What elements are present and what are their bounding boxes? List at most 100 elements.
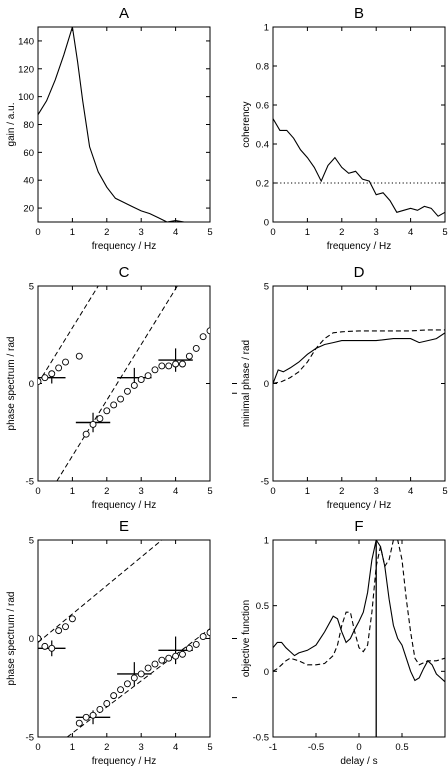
data-point: [199, 633, 207, 640]
y-tick-label: 1: [264, 536, 269, 547]
x-tick-label: 3: [374, 227, 379, 238]
x-tick-label: 2: [339, 486, 344, 497]
x-tick-label: 1: [70, 486, 75, 497]
panel-title-f: F: [354, 518, 363, 535]
data-point: [130, 382, 138, 389]
x-tick-label: 0: [35, 227, 40, 238]
y-tick-label: 20: [23, 204, 34, 215]
series-line-solid: [273, 540, 445, 683]
panel-title-a: A: [119, 5, 129, 22]
plot-frame-d: [272, 285, 446, 482]
data-layer-d: [273, 329, 445, 385]
y-tick-label: 5: [29, 282, 34, 293]
panel-title-d: D: [354, 264, 365, 281]
y-tick-label: 140: [18, 36, 34, 47]
y-tick-label: 120: [18, 64, 34, 75]
x-tick-label: 0: [270, 227, 275, 238]
data-point: [82, 430, 90, 438]
y-tick-label: 1: [264, 23, 269, 34]
x-tick-label: 3: [139, 742, 144, 753]
data-point: [110, 401, 118, 409]
data-point: [165, 362, 173, 370]
x-tick-label: 3: [139, 486, 144, 497]
x-tick-label: 3: [374, 486, 379, 497]
series-line-solid: [273, 332, 445, 384]
panel-title-e: E: [119, 518, 129, 535]
x-tick-label: 4: [173, 486, 178, 497]
y-tick-label: 5: [264, 282, 269, 293]
data-point: [89, 711, 97, 719]
series-line-solid: [273, 118, 445, 217]
data-point: [75, 352, 83, 360]
data-point: [199, 333, 207, 341]
x-tick-label: 5: [207, 742, 212, 753]
y-tick-label: 5: [29, 536, 34, 547]
plot-frame-f: [272, 539, 446, 738]
data-point: [103, 700, 111, 707]
data-point: [48, 370, 56, 378]
x-tick-label: 5: [442, 227, 447, 238]
data-point: [117, 686, 125, 694]
data-point: [82, 713, 90, 721]
x-tick-label: 4: [173, 227, 178, 238]
data-point: [96, 415, 104, 423]
data-point: [144, 664, 152, 672]
y-tick-label: 0.5: [256, 601, 269, 612]
data-point: [123, 387, 131, 395]
data-point: [110, 692, 118, 700]
data-point: [38, 378, 42, 385]
x-tick-label: 0: [35, 742, 40, 753]
x-axis-label-b: frequency / Hz: [327, 241, 391, 252]
data-layer-f: [273, 540, 445, 737]
x-tick-label: 2: [104, 227, 109, 238]
data-point: [192, 640, 200, 648]
series-line-solid: [38, 27, 205, 222]
data-point: [179, 360, 186, 368]
x-tick-label: 0: [356, 742, 361, 753]
x-axis-label-a: frequency / Hz: [92, 241, 156, 252]
y-tick-label: 0: [29, 634, 34, 645]
x-tick-label: 1: [70, 227, 75, 238]
data-point: [179, 650, 186, 658]
data-point: [96, 705, 104, 713]
data-point: [172, 360, 180, 368]
y-tick-label: -5: [261, 477, 269, 488]
y-axis-label-e: phase spectrum / rad: [6, 592, 17, 686]
data-layer-b: [273, 118, 445, 217]
data-point: [55, 364, 63, 372]
x-tick-label: 1: [70, 742, 75, 753]
data-point: [48, 644, 56, 652]
y-tick-label: 0: [264, 667, 269, 678]
panel-a: A 0 1 2 3 4 5 20 40 60 80 100 120 140 frequency / Hz ga…: [6, 5, 213, 252]
data-point: [123, 680, 131, 688]
data-layer-c: [38, 286, 210, 481]
y-tick-label: 0: [264, 218, 269, 229]
data-point: [206, 327, 210, 335]
x-tick-label: 4: [408, 227, 413, 238]
x-tick-label: 2: [104, 742, 109, 753]
data-point: [158, 656, 166, 664]
x-axis-label-f: delay / s: [340, 756, 377, 767]
data-layer-e: [38, 540, 210, 737]
x-axis-label-c: frequency / Hz: [92, 500, 156, 511]
data-point: [158, 362, 166, 370]
x-axis-label-e: frequency / Hz: [92, 756, 156, 767]
data-point: [38, 635, 42, 642]
x-tick-label: 5: [207, 227, 212, 238]
x-tick-label: 0.5: [395, 742, 408, 753]
y-axis-label-a: gain / a.u.: [6, 103, 17, 147]
panel-b: B 0 1 2 3 4 5 0 0.2 0.4 0.6 0.8 1 frequency / Hz coher…: [241, 5, 448, 252]
x-tick-label: 2: [339, 227, 344, 238]
data-point: [103, 407, 111, 415]
y-tick-label: -5: [26, 733, 34, 744]
y-tick-label: 0.8: [256, 62, 269, 73]
data-point: [172, 652, 180, 660]
dashed-fit-line: [66, 628, 210, 737]
data-point: [89, 421, 97, 428]
data-point: [185, 644, 193, 652]
y-tick-label: -0.5: [253, 733, 269, 744]
data-point: [185, 352, 193, 360]
data-point: [144, 372, 152, 380]
